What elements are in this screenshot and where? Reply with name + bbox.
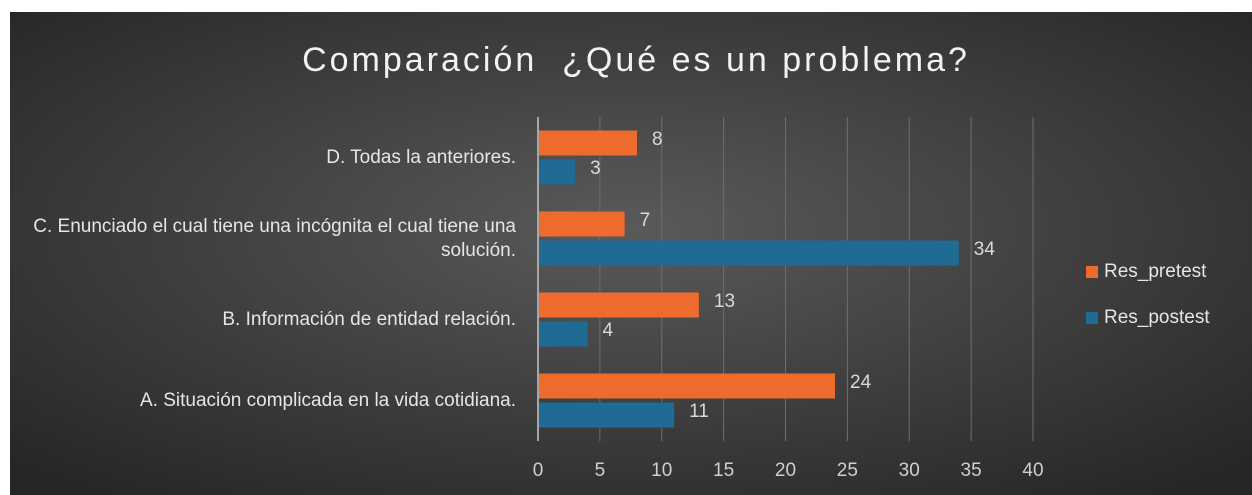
legend-swatch xyxy=(1086,266,1098,278)
data-label: 8 xyxy=(652,129,663,150)
x-tick-label: 30 xyxy=(899,460,920,481)
y-tick-label: C. Enunciado el cual tiene una incógnita… xyxy=(33,215,516,261)
x-tick-label: 10 xyxy=(651,460,672,481)
x-tick-label: 35 xyxy=(961,460,982,481)
data-label: 24 xyxy=(850,372,872,393)
bar xyxy=(538,292,699,318)
data-label: 11 xyxy=(689,401,709,422)
x-tick-label: 15 xyxy=(713,460,734,481)
y-tick-label: D. Todas la anteriores. xyxy=(326,146,516,168)
data-label: 3 xyxy=(590,158,601,179)
data-label: 7 xyxy=(640,210,651,231)
legend-label: Res_postest xyxy=(1104,307,1210,328)
bar xyxy=(538,240,959,266)
legend-label: Res_pretest xyxy=(1104,261,1207,282)
y-tick-label: B. Información de entidad relación. xyxy=(222,308,516,330)
y-tick-label: A. Situación complicada en la vida cotid… xyxy=(139,389,516,411)
data-label: 13 xyxy=(714,291,735,312)
bar xyxy=(538,373,835,399)
x-tick-label: 0 xyxy=(533,460,544,481)
data-label: 4 xyxy=(603,320,614,341)
x-tick-label: 25 xyxy=(837,460,858,481)
data-label: 34 xyxy=(974,239,996,260)
bar xyxy=(538,402,675,428)
bar xyxy=(538,159,576,185)
chart-title: Comparación ¿Qué es un problema? xyxy=(302,41,970,79)
legend-swatch xyxy=(1086,312,1098,324)
bar xyxy=(538,321,588,347)
x-tick-label: 5 xyxy=(595,460,606,481)
x-tick-label: 40 xyxy=(1022,460,1043,481)
x-tick-label: 20 xyxy=(775,460,796,481)
bar xyxy=(538,211,625,237)
bar xyxy=(538,130,637,156)
